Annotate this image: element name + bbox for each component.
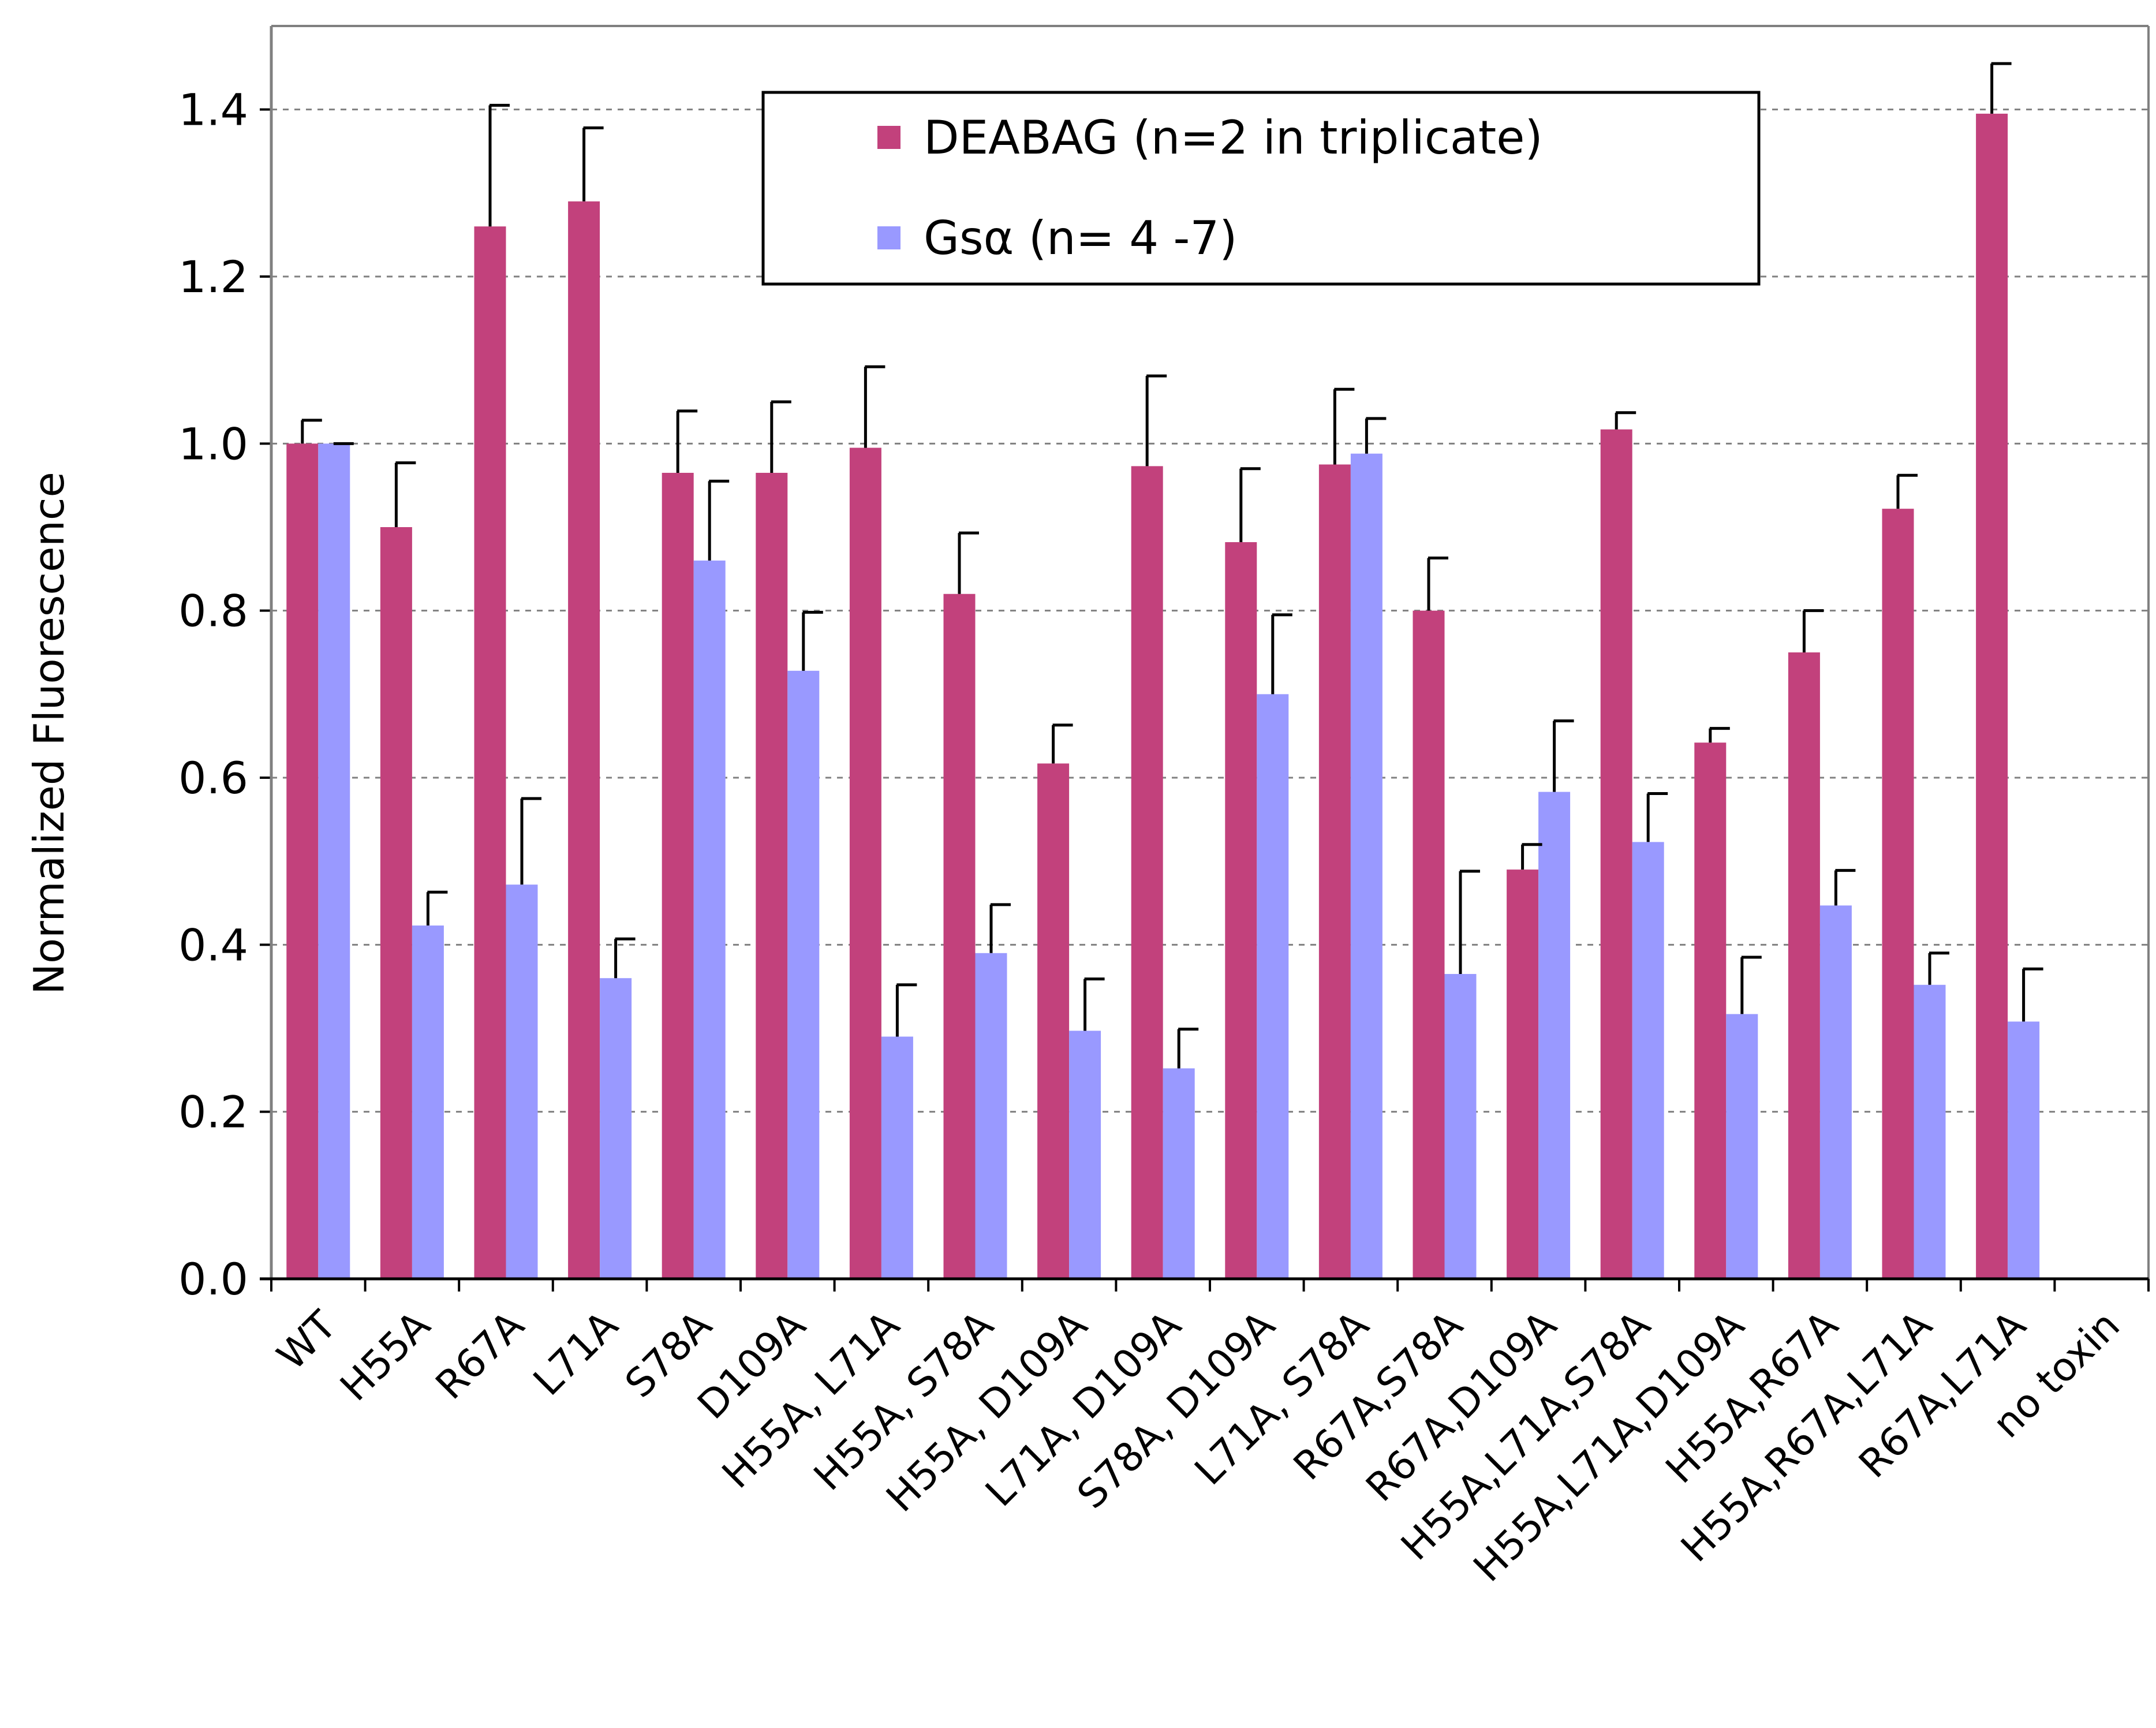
y-tick-label: 0.0 [178,1253,248,1305]
y-tick-label: 1.4 [178,84,248,136]
bar-gsa-d109a [787,670,820,1279]
bar-deabag-h55a-l71a-s78a [1600,429,1632,1279]
bar-gsa-s78a-d109a [1257,694,1289,1279]
y-tick-label: 1.0 [178,418,248,469]
bar-deabag-d109a [756,472,788,1279]
bar-deabag-r67a [474,226,506,1279]
bar-gsa-l71a [600,978,632,1279]
bar-gsa-h55a-l71a-d109a [1726,1014,1758,1279]
bar-deabag-wt [286,443,319,1279]
y-tick-label: 0.8 [178,585,248,637]
legend-box [761,91,1761,286]
legend-swatch-gsa [877,226,900,249]
bar-deabag-r67a-l71a [1976,113,2008,1279]
bar-deabag-s78a-d109a [1225,542,1257,1279]
bar-gsa-r67a-d109a [1538,792,1571,1279]
bar-gsa-h55a [412,925,444,1279]
bar-gsa-r67a-l71a [2008,1021,2040,1279]
error-bars [301,62,2043,1069]
bar-gsa-s78a [693,560,726,1279]
legend: DEABAG (n=2 in triplicate) Gsα (n= 4 -7) [761,91,1761,286]
y-tick-label: 1.2 [178,251,248,303]
bar-deabag-l71a [568,201,600,1279]
y-axis-title: Normalized Fluorescence [25,472,73,995]
y-tick-label: 0.6 [178,752,248,804]
bar-deabag-h55a-r67a [1788,652,1820,1279]
bar-deabag-s78a [662,472,694,1279]
bar-gsa-h55a-d109a [1069,1031,1101,1279]
y-tick-label: 0.4 [178,919,248,971]
x-tick-label: R67A [427,1302,533,1408]
bar-gsa-h55a-r67a [1819,905,1852,1279]
legend-label-deabag: DEABAG (n=2 in triplicate) [924,111,1543,165]
bar-gsa-h55a-l71a [881,1036,913,1279]
bar-gsa-h55a-r67a-l71a [1914,984,1946,1279]
bar-deabag-h55a [380,527,412,1279]
bars [286,113,2040,1279]
bar-deabag-r67a-s78a [1413,610,1445,1279]
x-tick-label: WT [269,1302,346,1379]
bar-deabag-h55a-l71a-d109a [1694,742,1727,1279]
bar-deabag-h55a-d109a [1037,763,1070,1279]
x-tick-label: L71A [525,1302,627,1405]
bar-gsa-r67a [506,884,538,1279]
bar-deabag-h55a-s78a [943,594,976,1279]
bar-deabag-h55a-l71a [849,447,881,1279]
bar-gsa-h55a-l71a-s78a [1632,842,1664,1279]
bar-deabag-l71a-d109a [1131,466,1163,1279]
bar-deabag-r67a-d109a [1507,869,1539,1279]
bar-gsa-r67a-s78a [1444,973,1477,1279]
bar-deabag-l71a-s78a [1318,464,1351,1279]
bar-gsa-l71a-d109a [1163,1068,1195,1279]
x-tick-label: H55A [332,1302,439,1410]
bar-gsa-h55a-s78a [975,953,1007,1279]
bar-deabag-h55a-r67a-l71a [1882,509,1914,1279]
y-tick-label: 0.2 [178,1087,248,1138]
legend-swatch-deabag [877,126,900,149]
legend-label-gsa: Gsα (n= 4 -7) [924,211,1238,265]
bar-gsa-wt [318,443,350,1279]
bar-gsa-l71a-s78a [1350,453,1382,1279]
y-tick-labels: 0.0 0.2 0.4 0.6 0.8 1.0 1.2 1.4 [178,84,248,1305]
axes [260,25,2150,1292]
